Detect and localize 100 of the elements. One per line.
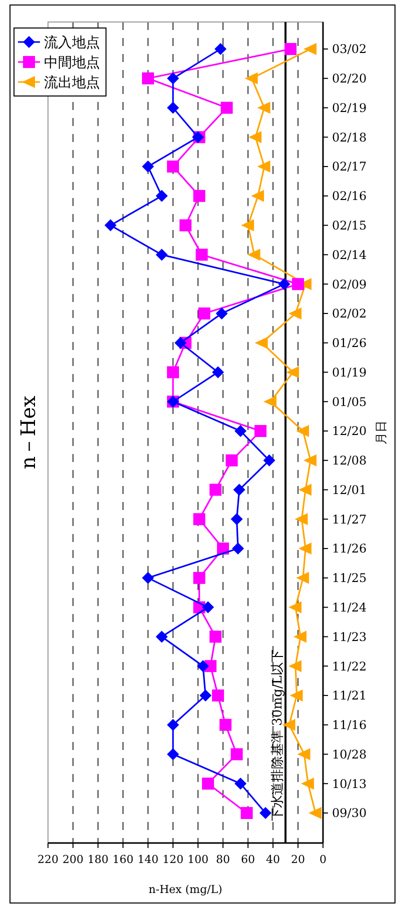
point xyxy=(248,131,262,144)
point xyxy=(193,572,206,584)
legend-label: 中間地点 xyxy=(44,54,100,71)
y-tick-label: 02/18 xyxy=(332,130,367,144)
y-tick-label: 02/17 xyxy=(332,160,367,174)
point xyxy=(296,572,309,584)
point xyxy=(257,160,270,173)
y-tick-label: 02/20 xyxy=(332,72,367,86)
point xyxy=(308,807,322,819)
y-tick-label: 11/26 xyxy=(332,542,367,556)
point xyxy=(294,513,308,526)
y-tick-label: 11/16 xyxy=(332,718,367,732)
y-tick-label: 12/08 xyxy=(332,454,367,468)
point xyxy=(156,190,168,202)
point xyxy=(104,219,116,232)
point xyxy=(230,748,243,760)
point xyxy=(174,336,186,349)
point xyxy=(304,43,316,55)
point xyxy=(257,102,270,114)
point xyxy=(180,219,192,232)
point xyxy=(298,484,312,496)
point xyxy=(167,748,179,760)
y-axis-title: 月日 xyxy=(374,420,388,444)
text: n－Hex xyxy=(16,395,40,470)
point xyxy=(202,778,214,790)
point xyxy=(234,425,246,437)
y-tick-label: 11/25 xyxy=(332,571,367,586)
point xyxy=(288,660,302,672)
point xyxy=(196,248,208,261)
y-tick-label: 10/28 xyxy=(332,747,367,762)
point xyxy=(290,689,303,702)
y-tick-label: 02/19 xyxy=(332,100,367,115)
point xyxy=(167,72,179,84)
y-tick-label: 02/15 xyxy=(332,218,367,233)
point xyxy=(197,660,209,672)
y-tick-label: 10/13 xyxy=(332,776,367,791)
point xyxy=(156,630,168,643)
point xyxy=(230,513,243,526)
x-tick-label: 160 xyxy=(112,853,134,866)
point xyxy=(202,601,214,614)
y-tick-label: 01/26 xyxy=(332,336,367,350)
y-tick-label: 09/30 xyxy=(332,806,367,820)
point xyxy=(288,601,302,614)
point xyxy=(296,425,309,437)
point xyxy=(167,718,179,731)
point xyxy=(304,454,316,466)
y-tick-label: 01/05 xyxy=(332,394,367,409)
point xyxy=(226,454,238,466)
point xyxy=(167,366,179,378)
x-axis-title: n-Hex (mg/L) xyxy=(148,883,222,896)
legend-label: 流入地点 xyxy=(44,34,100,51)
point xyxy=(142,572,154,584)
x-tick-label: 80 xyxy=(216,853,230,866)
y-tick-label: 11/23 xyxy=(332,630,367,644)
point xyxy=(212,689,224,702)
point xyxy=(251,190,264,202)
y-tick-label: 11/27 xyxy=(332,512,367,526)
point xyxy=(241,219,254,232)
point xyxy=(297,748,310,760)
point xyxy=(247,248,260,261)
point xyxy=(294,630,306,643)
point xyxy=(301,778,314,790)
point xyxy=(278,278,290,290)
point xyxy=(288,307,302,320)
x-tick-label: 40 xyxy=(266,853,280,866)
ref-line-label: 下水道排除基準 30mg/L以下 xyxy=(270,650,286,821)
y-tick-label: 03/02 xyxy=(332,42,367,56)
point xyxy=(286,366,299,378)
y-tick-label: 02/02 xyxy=(332,306,367,321)
x-tick-label: 220 xyxy=(38,853,58,866)
x-tick-label: 20 xyxy=(291,853,305,866)
x-tick-label: 140 xyxy=(138,853,158,866)
point xyxy=(167,102,179,114)
point xyxy=(292,278,304,290)
y-tick-label: 02/14 xyxy=(332,248,367,262)
point xyxy=(193,513,206,526)
point xyxy=(240,807,253,819)
x-tick-label: 180 xyxy=(88,853,108,866)
point xyxy=(244,72,258,84)
point xyxy=(254,425,266,437)
y-tick-label: 11/22 xyxy=(332,659,367,674)
point xyxy=(220,102,233,114)
point xyxy=(264,396,276,408)
x-tick-label: 100 xyxy=(188,853,208,866)
y-tick-label: 11/24 xyxy=(332,600,367,615)
x-tick-label: 200 xyxy=(62,853,84,866)
point xyxy=(234,778,246,790)
point xyxy=(142,160,154,173)
point xyxy=(298,542,312,555)
legend-label: 流出地点 xyxy=(44,74,100,91)
point xyxy=(254,336,268,349)
point xyxy=(284,43,296,55)
x-tick-label: 120 xyxy=(162,853,184,866)
point xyxy=(193,190,206,202)
y-tick-label: 12/01 xyxy=(332,482,367,497)
point xyxy=(200,689,212,702)
point xyxy=(232,542,244,555)
x-tick-label: 60 xyxy=(241,853,255,866)
point xyxy=(156,248,168,261)
point xyxy=(263,454,276,466)
